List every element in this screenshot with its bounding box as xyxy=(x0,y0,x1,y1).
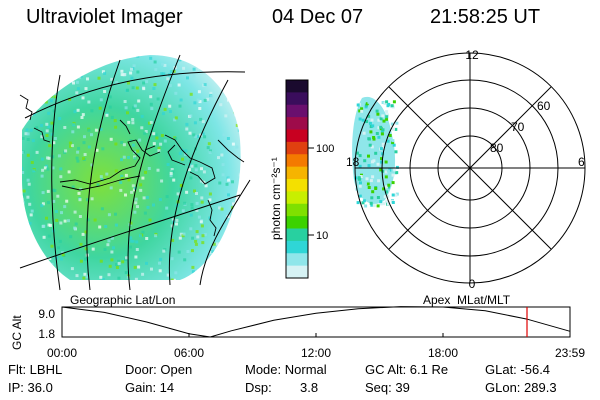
colorbar-band xyxy=(286,117,308,131)
polar-emission-patch xyxy=(352,96,399,208)
coastline-outlines xyxy=(19,94,245,237)
colorbar-band xyxy=(286,154,308,168)
colorbar-band xyxy=(286,104,308,118)
geographic-panel-label: Geographic Lat/Lon xyxy=(70,293,176,307)
mlt-label-right: 6 xyxy=(578,155,585,169)
status-glat: GLat: -56.4 xyxy=(485,362,551,377)
orbit-x-tick-label: 23:59 xyxy=(555,346,585,360)
time-label: 21:58:25 UT xyxy=(430,6,541,28)
date-label: 04 Dec 07 xyxy=(272,6,364,28)
status-dsp-value: 3.8 xyxy=(300,380,319,395)
colorbar-tick-label-100: 100 xyxy=(316,143,334,155)
colorbar-band xyxy=(286,179,308,192)
mlt-label-left: 18 xyxy=(346,155,360,169)
apex-panel-label: Apex MLat/MLT xyxy=(423,293,511,307)
orbit-x-tick-label: 12:00 xyxy=(301,346,331,360)
colorbar-gradient xyxy=(286,80,308,279)
orbit-x-tick-label: 06:00 xyxy=(174,346,204,360)
orbit-altitude-line xyxy=(61,306,570,338)
mlat-label-60: 60 xyxy=(537,99,551,113)
status-seq: Seq: 39 xyxy=(365,380,410,395)
colorbar-band xyxy=(286,166,308,180)
status-filter: Flt: LBHL xyxy=(8,362,63,377)
status-glon: GLon: 289.3 xyxy=(485,380,557,395)
mlat-label-70: 70 xyxy=(511,120,525,134)
orbit-y-tick-1.8: 1.8 xyxy=(38,327,55,341)
mlat-label-80: 80 xyxy=(490,141,504,155)
colorbar-band xyxy=(286,228,308,242)
colorbar-band xyxy=(286,216,308,230)
colorbar-band xyxy=(286,80,308,93)
colorbar-band xyxy=(286,191,308,205)
orbit-y-axis-label: GC Alt xyxy=(10,315,24,350)
colorbar-tick-label-10: 10 xyxy=(316,230,328,242)
colorbar-band xyxy=(286,253,308,267)
lat-lon-grid xyxy=(19,54,251,291)
mlt-label-bottom: 0 xyxy=(469,277,476,291)
colorbar-frame xyxy=(285,79,309,279)
colorbar-band xyxy=(286,203,308,217)
colorbar-band xyxy=(286,129,308,143)
colorbar-band xyxy=(286,92,308,106)
orbit-x-tick-label: 18:00 xyxy=(428,346,458,360)
orbit-plot-frame xyxy=(61,306,571,338)
status-gain: Gain: 14 xyxy=(125,380,175,395)
colorbar-band xyxy=(286,265,308,279)
mlt-label-top: 12 xyxy=(465,48,479,62)
status-ip: IP: 36.0 xyxy=(8,380,53,395)
status-door: Door: Open xyxy=(125,362,193,377)
colorbar-band xyxy=(286,240,308,254)
orbit-x-tick-label: 00:00 xyxy=(47,346,77,360)
orbit-y-tick-9: 9.0 xyxy=(38,307,55,321)
polar-grid xyxy=(354,52,586,284)
status-dsp-label: Dsp: xyxy=(245,380,272,395)
status-gc-alt: GC Alt: 6.1 Re xyxy=(365,362,449,377)
status-mode: Mode: Normal xyxy=(245,362,327,377)
instrument-title: Ultraviolet Imager xyxy=(26,6,183,28)
colorbar-band xyxy=(286,141,308,155)
colorbar-unit-label: photon cm⁻²s⁻¹ xyxy=(269,157,283,240)
